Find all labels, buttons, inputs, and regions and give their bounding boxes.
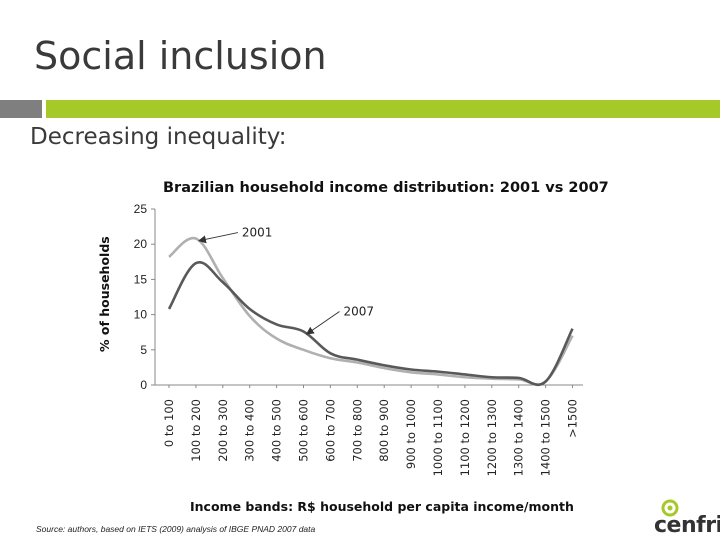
x-tick-label: 1100 to 1200 [458, 399, 472, 476]
y-axis-label: % of households [97, 236, 112, 352]
y-tick-label: 5 [140, 343, 147, 357]
y-tick-label: 15 [134, 272, 148, 286]
x-tick-label: 500 to 600 [297, 399, 311, 462]
annotation-label-2007: 2007 [344, 304, 375, 318]
x-tick-label: 200 to 300 [216, 399, 230, 462]
header-accent-green [46, 100, 720, 118]
y-axis: 0 5 10 15 20 25 [134, 202, 156, 392]
cenfri-logo [661, 499, 679, 517]
y-tick-label: 0 [140, 378, 147, 392]
y-tick-label: 25 [134, 202, 148, 216]
x-tick-label: 1200 to 1300 [485, 399, 499, 476]
annotation-arrow [305, 311, 340, 335]
x-tick-label: 100 to 200 [189, 399, 203, 462]
series-line-2007 [167, 261, 574, 387]
x-tick-label: >1500 [566, 399, 580, 438]
x-tick-label: 1400 to 1500 [539, 399, 553, 476]
y-tick-label: 10 [134, 308, 148, 322]
series-lines [167, 236, 574, 387]
x-tick-label: 300 to 400 [243, 399, 257, 462]
source-note: Source: authors, based on IETS (2009) an… [36, 524, 316, 534]
x-tick-label: 1300 to 1400 [512, 399, 526, 476]
x-tick-label: 600 to 700 [323, 399, 337, 462]
chart-title: Brazilian household income distribution:… [163, 180, 609, 196]
y-tick-label: 20 [134, 237, 148, 251]
x-axis-label: Income bands: R$ household per capita in… [190, 499, 574, 514]
annotation-arrow [197, 232, 239, 244]
x-tick-label: 1000 to 1100 [431, 399, 445, 476]
header-accent-gray [0, 100, 42, 118]
annotations: 2001 2007 [197, 226, 375, 335]
x-tick-label: 700 to 800 [350, 399, 364, 462]
annotation-label-2001: 2001 [242, 226, 273, 240]
x-tick-label: 800 to 900 [377, 399, 391, 462]
x-tick-label: 400 to 500 [270, 399, 284, 462]
cenfri-logo-text: cenfri [654, 513, 720, 538]
x-tick-label: 900 to 1000 [404, 399, 418, 469]
slide-subtitle: Decreasing inequality: [30, 124, 287, 150]
x-tick-label: 0 to 100 [162, 399, 176, 447]
series-line-2001 [168, 236, 574, 386]
x-axis: 0 to 100 100 to 200 200 to 300 300 to 400 40… [155, 384, 583, 476]
slide-title: Social inclusion [34, 34, 327, 78]
